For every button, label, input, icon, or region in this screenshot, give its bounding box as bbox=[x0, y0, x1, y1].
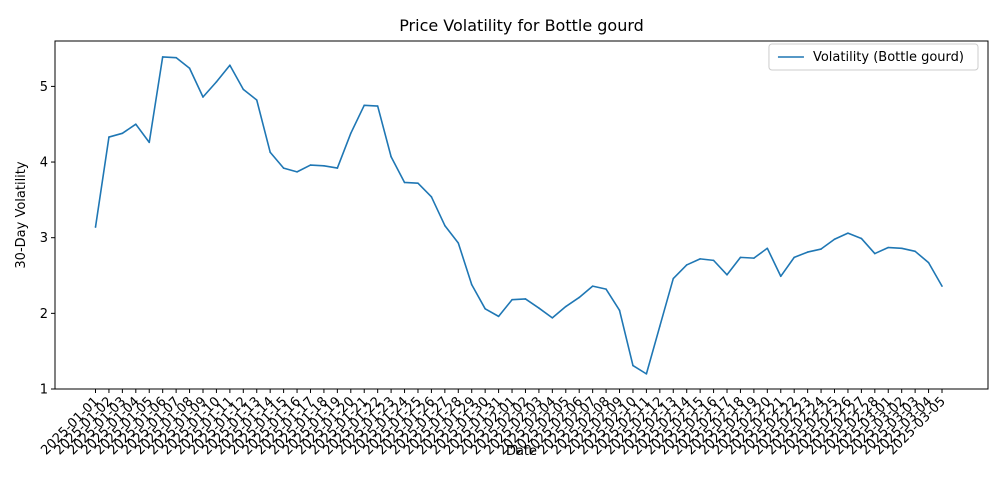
series-point bbox=[806, 251, 809, 253]
series-point bbox=[148, 141, 151, 144]
legend-box bbox=[768, 43, 979, 71]
series-point bbox=[847, 232, 849, 234]
series-point bbox=[860, 237, 863, 240]
series-point bbox=[390, 155, 392, 158]
series-point bbox=[269, 151, 271, 154]
x-axis-ticks: 2025-01-012025-01-022025-01-032025-01-04… bbox=[38, 389, 949, 458]
series-point bbox=[914, 250, 916, 253]
series-points bbox=[94, 56, 943, 375]
y-tick-label: 3 bbox=[40, 231, 48, 246]
series-point bbox=[444, 224, 446, 227]
series-point bbox=[874, 252, 876, 255]
series-point bbox=[135, 123, 137, 126]
series-point bbox=[538, 307, 540, 309]
series-point bbox=[175, 56, 177, 59]
series-point bbox=[578, 296, 581, 299]
series-point bbox=[336, 167, 339, 169]
series-point bbox=[726, 273, 728, 276]
series-point bbox=[793, 256, 795, 259]
series-point bbox=[323, 165, 325, 167]
series-point bbox=[161, 56, 164, 58]
legend: Volatility (Bottle gourd) bbox=[768, 43, 979, 71]
series-point bbox=[188, 67, 191, 70]
y-tick-label: 4 bbox=[40, 156, 48, 171]
series-point bbox=[591, 285, 594, 287]
series-point bbox=[524, 298, 527, 300]
series-point bbox=[121, 132, 124, 135]
series-point bbox=[779, 275, 782, 278]
y-tick-label: 1 bbox=[40, 383, 48, 398]
series-point bbox=[430, 196, 433, 198]
volatility-series-line bbox=[94, 56, 943, 375]
series-point bbox=[739, 256, 742, 259]
y-axis-ticks: 1 2 3 4 5 bbox=[40, 80, 55, 398]
series-point bbox=[108, 136, 110, 138]
series-point bbox=[699, 258, 701, 260]
series-point bbox=[632, 364, 634, 367]
series-point bbox=[457, 242, 460, 244]
series-point bbox=[403, 181, 406, 184]
series-point bbox=[766, 247, 769, 250]
series-point bbox=[309, 164, 312, 166]
series-point bbox=[349, 132, 352, 135]
series-point bbox=[941, 285, 943, 287]
series-point bbox=[417, 182, 419, 185]
series-point bbox=[229, 64, 231, 67]
series-point bbox=[659, 325, 661, 328]
series-point bbox=[376, 105, 379, 107]
y-axis-label: 30-Day Volatility bbox=[14, 161, 29, 268]
series-point bbox=[927, 261, 930, 264]
series-point bbox=[645, 373, 648, 375]
series-point bbox=[484, 308, 486, 310]
series-point bbox=[497, 315, 500, 318]
series-point bbox=[605, 288, 607, 290]
plot-area-frame bbox=[54, 40, 989, 390]
series-point bbox=[470, 283, 473, 286]
series-point bbox=[551, 317, 554, 319]
series-point bbox=[900, 247, 903, 250]
chart-title: Price Volatility for Bottle gourd bbox=[399, 16, 644, 35]
series-point bbox=[255, 99, 258, 101]
series-point bbox=[564, 305, 567, 308]
series-point bbox=[820, 248, 822, 250]
x-axis-label: Date bbox=[506, 444, 537, 459]
series-point bbox=[296, 171, 298, 173]
series-point bbox=[94, 226, 97, 228]
series-point bbox=[202, 96, 204, 98]
series-point bbox=[215, 81, 218, 83]
y-tick-label: 5 bbox=[40, 80, 48, 95]
series-point bbox=[753, 257, 755, 259]
legend-label: Volatility (Bottle gourd) bbox=[813, 50, 964, 65]
series-point bbox=[242, 88, 245, 91]
series-point bbox=[887, 246, 890, 249]
series-point bbox=[282, 167, 285, 169]
series-point bbox=[833, 238, 836, 241]
series-point bbox=[363, 104, 366, 107]
y-tick-label: 2 bbox=[40, 307, 48, 322]
series-point bbox=[672, 277, 675, 280]
series-point bbox=[685, 264, 688, 266]
series-point bbox=[511, 298, 513, 301]
series-point bbox=[712, 259, 715, 262]
series-point bbox=[618, 309, 621, 312]
